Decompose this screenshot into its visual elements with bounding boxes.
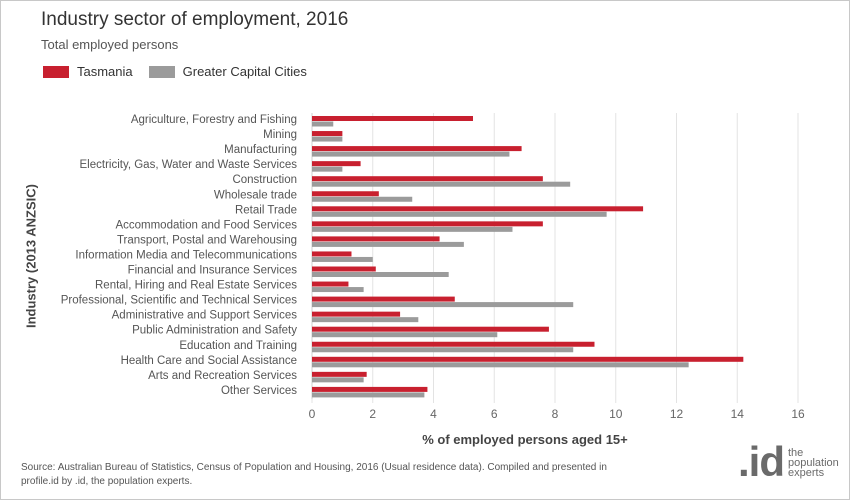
category-label: Accommodation and Food Services (115, 219, 297, 231)
bar-tasmania (312, 341, 595, 347)
bar-tasmania (312, 326, 549, 332)
bar-tasmania (312, 251, 352, 257)
bar-greater-capital-cities (312, 317, 419, 323)
x-tick-label-4: 4 (430, 407, 437, 421)
category-label: Information Media and Telecommunications (75, 249, 297, 261)
bar-chart: 0 2 4 6 8 10 12 14 16 % of employed persons aged … (61, 113, 805, 447)
bar-tasmania (312, 221, 543, 227)
legend: Tasmania Greater Capital Cities (43, 64, 323, 79)
x-tick-label-12: 12 (670, 407, 684, 421)
logo-line-2: population (788, 457, 839, 469)
chart-subtitle: Total employed persons (41, 37, 179, 52)
bar-greater-capital-cities (312, 272, 449, 277)
bar-greater-capital-cities (312, 392, 425, 398)
bar-greater-capital-cities (312, 332, 498, 338)
category-label: Retail Trade (235, 204, 297, 216)
bar-tasmania (312, 206, 644, 212)
logo-tagline: the population experts (788, 447, 839, 479)
bar-greater-capital-cities (312, 256, 373, 262)
x-axis-title: % of employed persons aged 15+ (422, 432, 628, 447)
x-tick-label-8: 8 (552, 407, 559, 421)
category-label: Education and Training (179, 340, 297, 352)
category-label: Mining (263, 129, 297, 141)
bar-greater-capital-cities (312, 151, 510, 157)
category-label: Public Administration and Safety (132, 325, 297, 337)
category-label: Electricity, Gas, Water and Waste Servic… (80, 159, 298, 171)
bar-tasmania (312, 371, 367, 377)
bar-greater-capital-cities (312, 377, 364, 383)
category-label: Arts and Recreation Services (148, 370, 297, 382)
category-label: Agriculture, Forestry and Fishing (131, 114, 297, 126)
bar-tasmania (312, 146, 522, 152)
bar-tasmania (312, 191, 379, 197)
source-note: Source: Australian Bureau of Statistics,… (21, 462, 607, 487)
bar-tasmania (312, 311, 401, 317)
bar-tasmania (312, 281, 349, 287)
bar-greater-capital-cities (312, 196, 413, 202)
logo-line-1: the (788, 447, 804, 459)
x-tick-label-0: 0 (309, 407, 316, 421)
legend-label-capital-cities: Greater Capital Cities (182, 64, 307, 79)
bar-greater-capital-cities (312, 347, 574, 353)
bar-greater-capital-cities (312, 211, 607, 217)
bar-greater-capital-cities (312, 362, 689, 368)
bar-tasmania (312, 176, 543, 182)
x-tick-label-16: 16 (791, 407, 805, 421)
category-label: Rental, Hiring and Real Estate Services (95, 280, 297, 292)
bar-greater-capital-cities (312, 121, 334, 127)
bar-greater-capital-cities (312, 302, 574, 308)
legend-swatch-capital-cities (148, 65, 175, 78)
bar-greater-capital-cities (312, 166, 343, 172)
bar-tasmania (312, 386, 428, 392)
logo-line-3: experts (788, 467, 825, 479)
legend-swatch-tasmania (43, 65, 69, 78)
category-label: Manufacturing (224, 144, 297, 156)
category-label: Construction (232, 174, 297, 186)
bar-tasmania (312, 236, 440, 242)
bar-tasmania (312, 266, 376, 272)
bar-greater-capital-cities (312, 226, 513, 232)
bar-greater-capital-cities (312, 241, 464, 247)
bar-tasmania (312, 296, 455, 302)
legend-item-capital-cities[interactable]: Greater Capital Cities (148, 64, 307, 79)
category-label: Other Services (221, 385, 297, 397)
bar-tasmania (312, 356, 744, 362)
category-label: Transport, Postal and Warehousing (117, 234, 297, 246)
logo-mark: .id (738, 438, 785, 485)
bar-greater-capital-cities (312, 287, 364, 293)
category-label: Health Care and Social Assistance (121, 355, 297, 367)
x-tick-label-14: 14 (731, 407, 745, 421)
x-tick-label-6: 6 (491, 407, 498, 421)
x-tick-label-2: 2 (369, 407, 376, 421)
category-label: Financial and Insurance Services (128, 265, 298, 277)
bar-tasmania (312, 131, 343, 137)
category-label: Wholesale trade (214, 189, 297, 201)
bar-greater-capital-cities (312, 181, 571, 187)
chart-title: Industry sector of employment, 2016 (41, 9, 349, 30)
bar-greater-capital-cities (312, 136, 343, 142)
legend-item-tasmania[interactable]: Tasmania (43, 64, 133, 79)
x-tick-label-10: 10 (609, 407, 623, 421)
legend-label-tasmania: Tasmania (77, 64, 133, 79)
bar-tasmania (312, 116, 473, 121)
category-label: Professional, Scientific and Technical S… (61, 295, 298, 307)
bar-tasmania (312, 161, 361, 167)
category-label: Administrative and Support Services (112, 310, 298, 322)
